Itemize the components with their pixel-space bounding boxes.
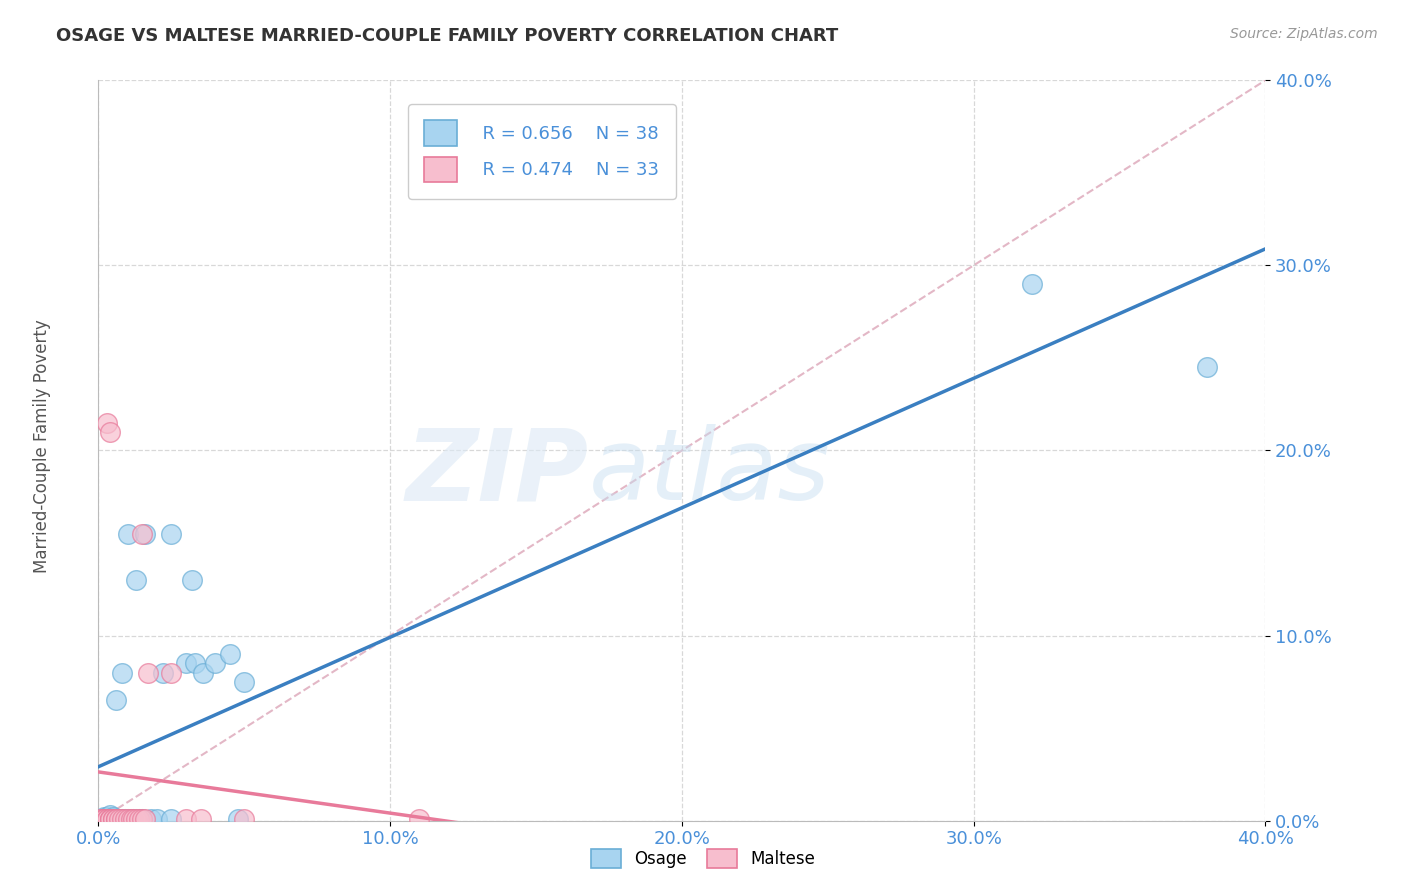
Point bbox=[122, 812, 145, 826]
Point bbox=[108, 812, 131, 826]
Point bbox=[117, 812, 139, 826]
Text: atlas: atlas bbox=[589, 425, 830, 521]
Point bbox=[98, 808, 121, 822]
Point bbox=[98, 812, 121, 826]
Point bbox=[114, 812, 136, 826]
Point bbox=[1021, 277, 1043, 291]
Point bbox=[174, 657, 197, 671]
Point bbox=[90, 812, 112, 826]
Point bbox=[125, 573, 148, 587]
Point bbox=[174, 812, 197, 826]
Point bbox=[134, 526, 156, 541]
Point bbox=[98, 425, 121, 439]
Point bbox=[96, 416, 118, 430]
Point bbox=[104, 812, 127, 826]
Point bbox=[98, 812, 121, 826]
Point bbox=[120, 812, 142, 826]
Point bbox=[136, 665, 159, 680]
Point bbox=[104, 812, 127, 826]
Point bbox=[131, 526, 153, 541]
Point bbox=[101, 812, 124, 826]
Text: Source: ZipAtlas.com: Source: ZipAtlas.com bbox=[1230, 27, 1378, 41]
Point bbox=[93, 812, 115, 826]
Point bbox=[93, 810, 115, 824]
Point bbox=[134, 812, 156, 826]
Point bbox=[228, 812, 250, 826]
Point bbox=[93, 812, 115, 826]
Point bbox=[160, 526, 183, 541]
Point bbox=[122, 812, 145, 826]
Legend:   R = 0.656    N = 38,   R = 0.474    N = 33: R = 0.656 N = 38, R = 0.474 N = 33 bbox=[408, 104, 676, 199]
Point bbox=[233, 674, 256, 689]
Point bbox=[160, 812, 183, 826]
Point bbox=[111, 812, 134, 826]
Point bbox=[204, 657, 226, 671]
Point bbox=[117, 526, 139, 541]
Point bbox=[93, 812, 115, 826]
Text: Married-Couple Family Poverty: Married-Couple Family Poverty bbox=[34, 319, 51, 573]
Point bbox=[96, 812, 118, 826]
Point bbox=[139, 812, 162, 826]
Point bbox=[152, 665, 174, 680]
Text: OSAGE VS MALTESE MARRIED-COUPLE FAMILY POVERTY CORRELATION CHART: OSAGE VS MALTESE MARRIED-COUPLE FAMILY P… bbox=[56, 27, 838, 45]
Point bbox=[90, 812, 112, 826]
Point bbox=[1195, 360, 1218, 375]
Legend: Osage, Maltese: Osage, Maltese bbox=[585, 842, 821, 875]
Point bbox=[96, 812, 118, 826]
Point bbox=[90, 812, 112, 826]
Point bbox=[104, 693, 127, 707]
Point bbox=[108, 812, 131, 826]
Point bbox=[193, 665, 215, 680]
Point bbox=[128, 812, 150, 826]
Text: ZIP: ZIP bbox=[405, 425, 589, 521]
Point bbox=[125, 812, 148, 826]
Point bbox=[101, 810, 124, 824]
Point bbox=[96, 810, 118, 824]
Point bbox=[108, 812, 131, 826]
Point bbox=[183, 657, 205, 671]
Point bbox=[180, 573, 202, 587]
Point bbox=[98, 812, 121, 826]
Point bbox=[131, 812, 153, 826]
Point bbox=[98, 812, 121, 826]
Point bbox=[114, 812, 136, 826]
Point bbox=[218, 647, 240, 661]
Point bbox=[111, 812, 134, 826]
Point bbox=[233, 812, 256, 826]
Point bbox=[93, 812, 115, 826]
Point bbox=[117, 812, 139, 826]
Point bbox=[160, 665, 183, 680]
Point bbox=[146, 812, 169, 826]
Point bbox=[101, 812, 124, 826]
Point bbox=[111, 665, 134, 680]
Point bbox=[190, 812, 212, 826]
Point bbox=[101, 812, 124, 826]
Point bbox=[104, 812, 127, 826]
Point bbox=[131, 812, 153, 826]
Point bbox=[408, 812, 430, 826]
Point bbox=[96, 812, 118, 826]
Point bbox=[128, 812, 150, 826]
